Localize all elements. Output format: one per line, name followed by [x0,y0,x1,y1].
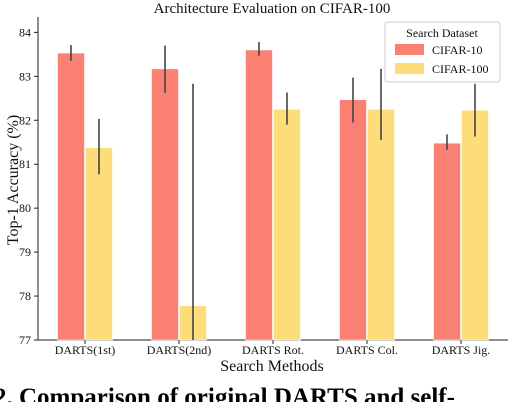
x-tick-label: DARTS Col. [336,343,398,357]
legend-swatch-cifar-100 [395,63,424,74]
figure-caption: 2. Comparison of original DARTS and self… [0,378,508,402]
bar-cifar-100-darts-1st [85,147,113,341]
y-tick-label: 84 [19,25,31,39]
x-tick-label: DARTS Jig. [432,343,491,357]
plot-area: 77 78 79 80 81 82 83 84 DARTS(1st) DARTS(2nd) DART… [19,17,508,357]
y-tick-label: 81 [19,157,31,171]
x-tick-label: DARTS(1st) [55,343,116,357]
bar-cifar-10-darts-col [339,99,367,341]
x-tick-label: DARTS(2nd) [147,343,212,357]
bar-cifar-10-darts-rot [245,49,273,341]
x-axis-label: Search Methods [220,358,324,375]
legend: Search Dataset CIFAR-10 CIFAR-100 [384,21,501,83]
y-tick-label: 79 [19,245,31,259]
bar-cifar-100-darts-col [367,108,395,341]
bar-chart: Architecture Evaluation on CIFAR-100 Top… [5,1,508,375]
legend-swatch-cifar-10 [395,44,424,55]
bar-cifar-10-darts-1st [57,52,85,341]
bar-cifar-10-darts-jig [433,142,461,341]
y-axis-label: Top-1 Accuracy (%) [5,115,22,245]
legend-label-cifar-100: CIFAR-100 [432,62,488,76]
y-tick-label: 77 [19,333,31,347]
chart-title: Architecture Evaluation on CIFAR-100 [154,1,391,17]
y-tick-label: 78 [19,289,31,303]
bar-cifar-100-darts-rot [273,108,301,341]
legend-title: Search Dataset [406,26,478,40]
y-tick-label: 82 [19,113,31,127]
bar-cifar-100-darts-jig [461,109,489,341]
figure-caption-text: 2. Comparison of original DARTS and self… [0,384,455,402]
y-tick-label: 83 [19,69,31,83]
x-tick-label: DARTS Rot. [242,343,304,357]
y-tick-label: 80 [19,201,31,215]
legend-label-cifar-10: CIFAR-10 [432,43,482,57]
bar-cifar-10-darts-2nd [151,68,179,341]
